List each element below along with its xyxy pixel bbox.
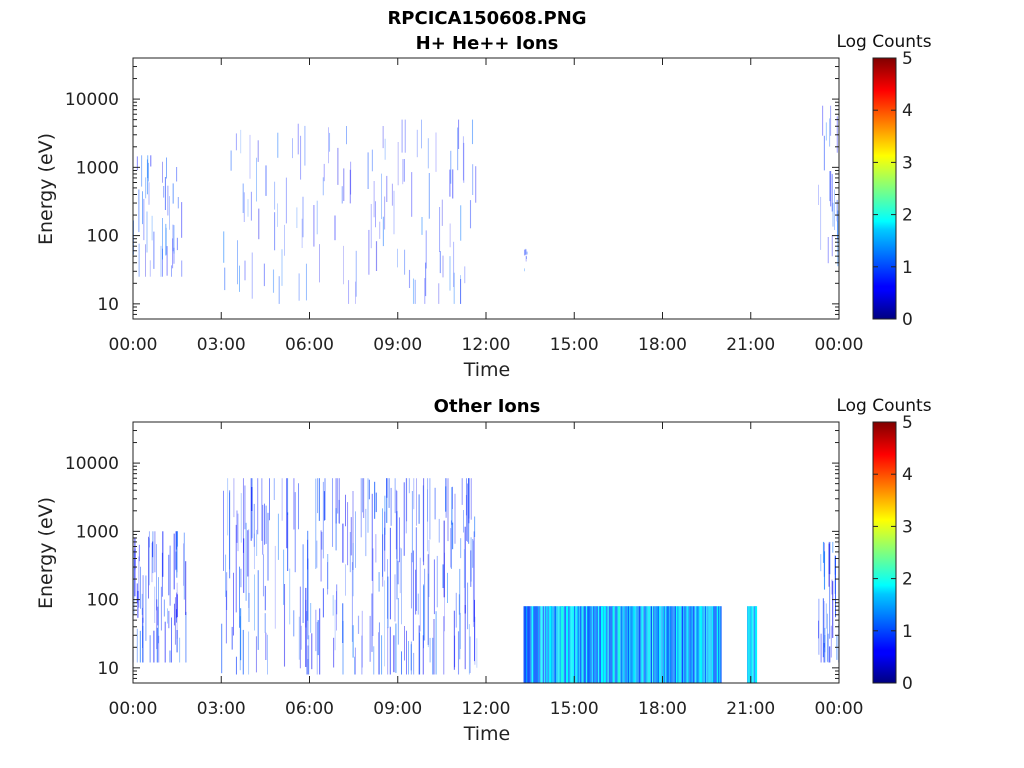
colorbar: Log Counts 0 1 2 3 4 5 — [836, 32, 931, 330]
colorbar-tick-label: 0 — [902, 674, 913, 694]
colorbar-tick-label: 3 — [902, 517, 913, 537]
y-axis: 10 100 1000 10000 — [65, 57, 839, 320]
y-tick-label: 10000 — [65, 454, 119, 474]
x-tick-label: 00:00 — [109, 699, 158, 719]
y-tick-label: 10000 — [65, 90, 119, 110]
x-axis-label: Time — [463, 723, 511, 745]
colorbar-gradient — [872, 421, 897, 684]
x-tick-label: 21:00 — [726, 699, 775, 719]
plot-frame — [132, 57, 840, 320]
colorbar-title: Log Counts — [836, 396, 931, 416]
x-tick-label: 21:00 — [726, 335, 775, 355]
x-tick-label: 12:00 — [462, 335, 511, 355]
y-tick-label: 100 — [87, 227, 119, 247]
y-axis: 10 100 1000 10000 — [65, 421, 839, 684]
x-axis: 00:00 03:00 06:00 09:00 12:00 15:00 18:00 21:00… — [109, 422, 864, 719]
x-tick-label: 09:00 — [373, 699, 422, 719]
spectrogram-area — [132, 105, 839, 304]
y-tick-label: 100 — [87, 591, 119, 611]
colorbar-tick-label: 5 — [902, 49, 913, 69]
colorbar-ticks: 0 1 2 3 4 5 — [873, 413, 913, 694]
x-tick-label: 15:00 — [550, 699, 599, 719]
colorbar-ticks: 0 1 2 3 4 5 — [873, 49, 913, 330]
colorbar-title: Log Counts — [836, 32, 931, 52]
colorbar-tick-label: 4 — [902, 465, 913, 485]
panel-title: Other Ions — [434, 396, 541, 417]
x-tick-label: 06:00 — [285, 699, 334, 719]
x-tick-label: 00:00 — [109, 335, 158, 355]
colorbar-tick-label: 3 — [902, 153, 913, 173]
x-tick-label: 15:00 — [550, 335, 599, 355]
y-axis-label: Energy (eV) — [35, 133, 57, 245]
x-tick-label: 06:00 — [285, 335, 334, 355]
plot-frame — [132, 421, 840, 684]
x-axis-label: Time — [463, 359, 511, 381]
colorbar-tick-label: 5 — [902, 413, 913, 433]
y-tick-label: 1000 — [76, 158, 119, 178]
y-tick-label: 10 — [97, 659, 119, 679]
colorbar-tick-label: 2 — [902, 570, 913, 590]
y-tick-label: 1000 — [76, 522, 119, 542]
x-axis: 00:00 03:00 06:00 09:00 12:00 15:00 18:00 21:00… — [109, 58, 864, 355]
x-tick-label: 03:00 — [197, 699, 246, 719]
spectrogram-area — [132, 478, 840, 683]
y-axis-label: Energy (eV) — [35, 497, 57, 609]
x-tick-label: 18:00 — [638, 699, 687, 719]
x-tick-label: 00:00 — [815, 699, 864, 719]
x-tick-label: 03:00 — [197, 335, 246, 355]
colorbar-tick-label: 1 — [902, 622, 913, 642]
y-tick-label: 10 — [97, 295, 119, 315]
colorbar: Log Counts 0 1 2 3 4 5 — [836, 396, 931, 694]
panel-title: H+ He++ Ions — [416, 33, 559, 54]
colorbar-tick-label: 2 — [902, 206, 913, 226]
x-tick-label: 18:00 — [638, 335, 687, 355]
colorbar-tick-label: 0 — [902, 310, 913, 330]
colorbar-tick-label: 4 — [902, 101, 913, 121]
x-tick-label: 09:00 — [373, 335, 422, 355]
colorbar-tick-label: 1 — [902, 258, 913, 278]
colorbar-gradient — [872, 57, 897, 320]
x-tick-label: 00:00 — [815, 335, 864, 355]
x-tick-label: 12:00 — [462, 699, 511, 719]
figure-title: RPCICA150608.PNG — [387, 8, 586, 29]
